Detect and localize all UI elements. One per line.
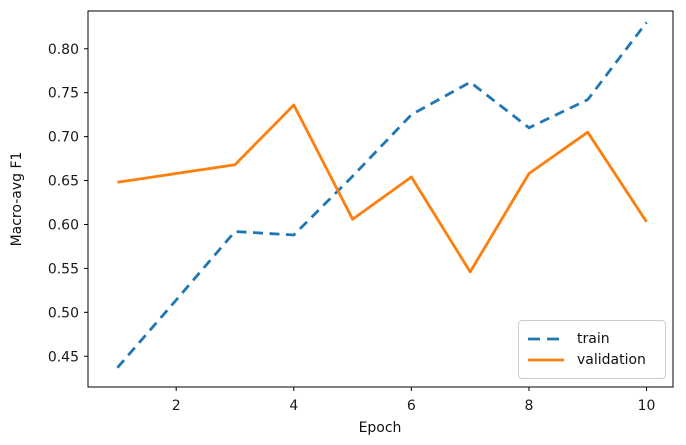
y-tick-label: 0.80 <box>48 42 79 58</box>
x-tick-label: 6 <box>407 398 416 414</box>
x-tick-label: 10 <box>638 398 656 414</box>
y-tick-label: 0.70 <box>48 130 79 146</box>
validation-line <box>117 103 648 274</box>
legend-item-train: train <box>528 332 656 346</box>
train-dashed-line-icon <box>528 337 564 341</box>
x-tick-label: 8 <box>524 398 533 414</box>
x-axis-title: Epoch <box>358 420 402 436</box>
y-axis-title: Macro-avg F1 <box>9 151 25 247</box>
axes-spines <box>87 10 674 388</box>
y-tick-label: 0.55 <box>48 261 79 277</box>
y-tick-label: 0.45 <box>48 349 79 365</box>
y-tick-label: 0.60 <box>48 217 79 233</box>
y-tick-label: 0.75 <box>48 86 79 102</box>
y-tick-label: 0.50 <box>48 305 79 321</box>
legend: train validation <box>518 320 666 379</box>
legend-label-train: train <box>577 330 610 347</box>
x-tick-label: 2 <box>172 398 181 414</box>
validation-solid-line-icon <box>528 358 564 362</box>
train-line <box>116 21 648 369</box>
legend-label-validation: validation <box>577 352 646 369</box>
y-tick-label: 0.65 <box>48 174 79 190</box>
x-tick-label: 4 <box>289 398 298 414</box>
legend-item-validation: validation <box>528 353 656 367</box>
